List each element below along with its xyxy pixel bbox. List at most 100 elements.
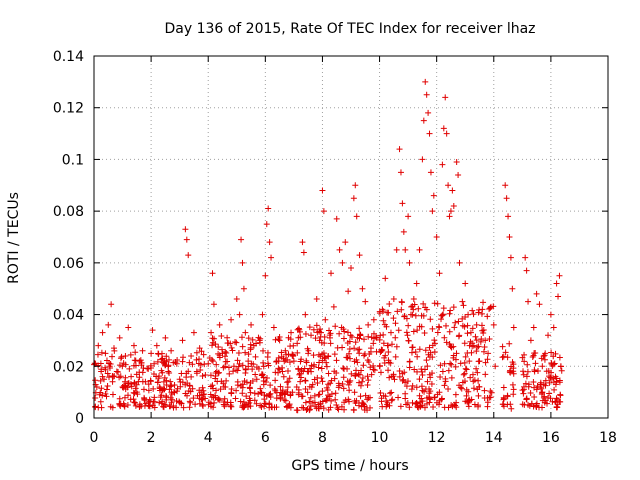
data-point	[116, 334, 123, 341]
data-point	[155, 351, 162, 358]
data-point	[110, 345, 117, 352]
data-point	[405, 213, 412, 220]
data-point	[298, 404, 305, 411]
data-point	[272, 369, 279, 376]
data-point	[287, 336, 294, 343]
data-point	[186, 382, 193, 389]
data-point	[398, 306, 405, 313]
data-point	[531, 384, 538, 391]
data-point	[196, 395, 203, 402]
data-point	[506, 234, 513, 240]
data-point	[356, 331, 363, 338]
data-point	[379, 306, 386, 313]
data-point	[475, 392, 482, 399]
data-point	[441, 334, 448, 341]
data-point	[447, 343, 454, 350]
data-point	[332, 396, 339, 403]
data-point	[395, 327, 402, 334]
data-point	[202, 395, 209, 402]
data-point	[345, 288, 352, 295]
y-tick-label: 0	[75, 411, 84, 427]
data-point	[142, 378, 149, 385]
data-point	[339, 344, 346, 351]
data-point	[199, 401, 206, 408]
data-point	[199, 372, 206, 379]
data-point	[239, 362, 246, 369]
data-point	[427, 388, 434, 395]
data-point	[321, 340, 328, 347]
data-point	[412, 400, 419, 407]
data-point	[409, 344, 416, 351]
data-point	[477, 338, 484, 345]
data-point	[103, 386, 110, 393]
data-point	[305, 368, 312, 375]
data-point	[414, 353, 421, 360]
data-point	[216, 397, 223, 404]
data-point	[325, 392, 332, 399]
data-point	[334, 404, 341, 411]
data-point	[275, 354, 282, 361]
data-point	[510, 361, 517, 368]
data-point	[341, 399, 348, 406]
data-point	[92, 377, 99, 384]
data-point	[484, 313, 491, 320]
data-point	[412, 312, 419, 319]
data-point	[150, 385, 157, 392]
data-point	[437, 362, 444, 369]
data-point	[354, 346, 361, 353]
data-point	[173, 398, 180, 405]
data-point	[380, 317, 387, 324]
data-point	[141, 395, 148, 402]
data-point	[401, 312, 408, 319]
data-point	[299, 393, 306, 400]
data-point	[362, 298, 369, 305]
data-point	[117, 400, 124, 407]
data-point	[238, 334, 245, 341]
x-axis-label: GPS time / hours	[291, 458, 408, 474]
data-point	[450, 352, 457, 359]
data-point	[287, 391, 294, 398]
data-point	[420, 117, 427, 124]
data-point	[353, 213, 360, 220]
data-point	[109, 391, 116, 398]
data-point	[397, 403, 404, 410]
data-point	[302, 399, 309, 406]
x-tick-label: 10	[371, 430, 389, 446]
data-point	[197, 361, 204, 368]
data-point	[354, 359, 361, 366]
data-point	[341, 406, 348, 413]
data-point	[378, 395, 385, 402]
data-point	[311, 376, 318, 383]
data-point	[165, 363, 172, 370]
data-point	[436, 401, 443, 408]
data-point	[551, 386, 558, 393]
data-point	[224, 334, 231, 341]
data-point	[271, 404, 278, 411]
data-point	[255, 390, 262, 397]
data-point	[396, 146, 403, 153]
data-point	[323, 359, 330, 366]
data-point	[340, 335, 347, 342]
data-point	[525, 383, 532, 390]
data-point	[273, 358, 280, 365]
y-tick-label: 0.08	[53, 204, 84, 220]
data-point	[173, 404, 180, 411]
data-point	[95, 342, 102, 349]
data-point	[304, 389, 311, 396]
data-point	[113, 368, 120, 375]
data-point	[247, 389, 254, 396]
data-point	[373, 334, 380, 341]
data-point	[305, 350, 312, 357]
data-point	[475, 343, 482, 350]
data-point	[555, 293, 562, 300]
data-point	[189, 361, 196, 368]
data-point	[225, 364, 232, 371]
data-point	[404, 332, 411, 339]
data-point	[132, 349, 139, 356]
data-point	[154, 379, 161, 386]
y-axis-label: ROTI / TECUs	[6, 192, 22, 284]
data-point	[260, 363, 267, 370]
data-point	[376, 363, 383, 370]
data-point	[218, 332, 225, 339]
data-point	[361, 406, 368, 413]
